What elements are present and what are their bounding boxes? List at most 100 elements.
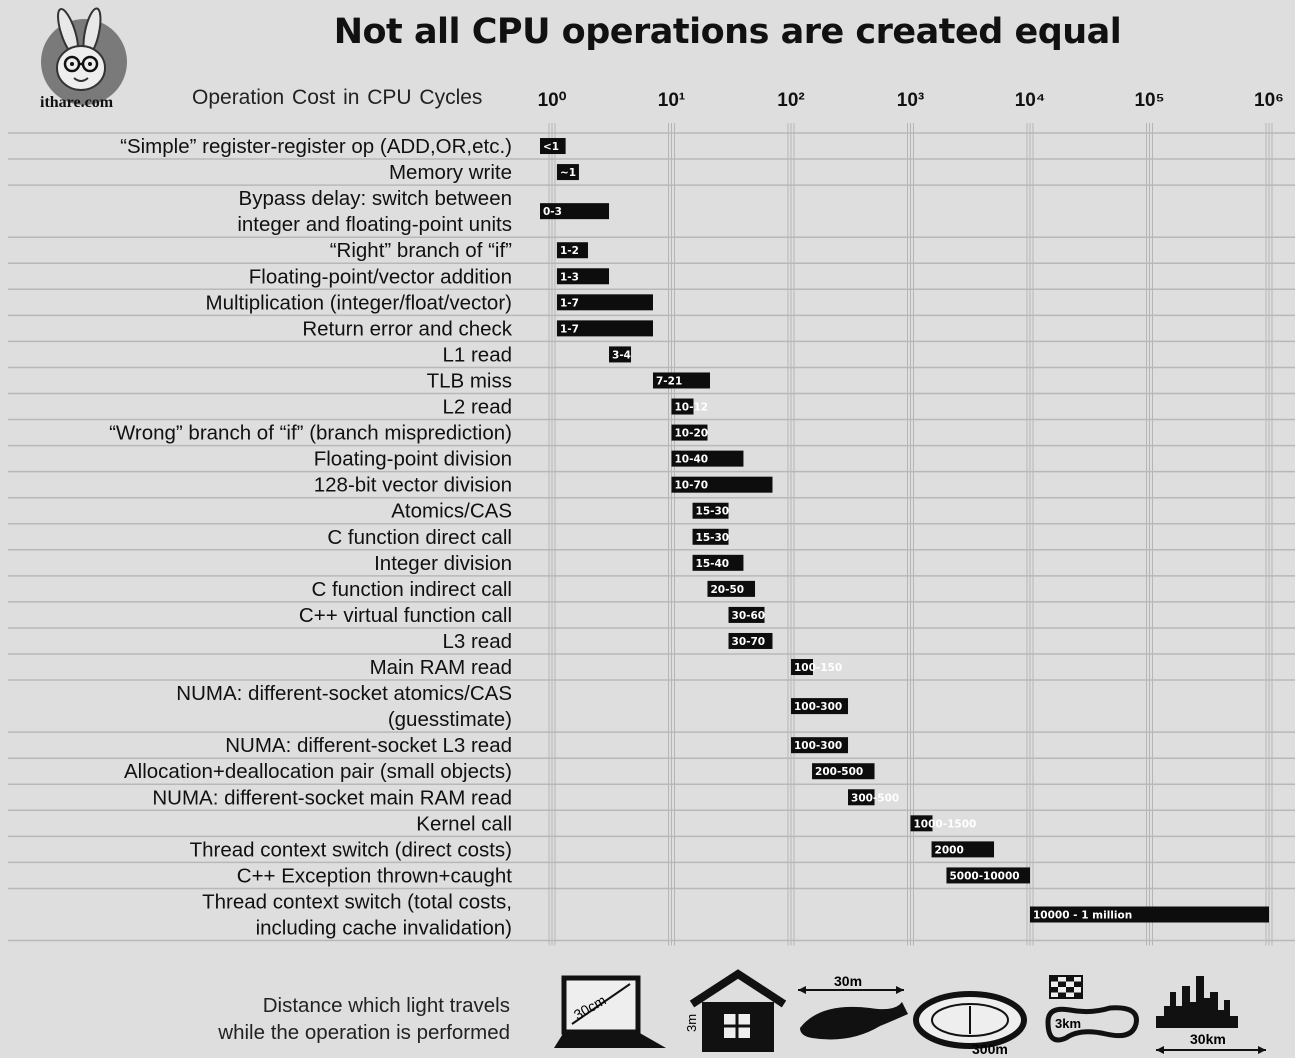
bar: [556, 320, 653, 337]
bar: [791, 659, 813, 676]
bar-value-label: 30-70: [732, 636, 766, 648]
bar: [556, 268, 610, 285]
bar-value-label: 15-30: [696, 506, 730, 518]
race-track-icon: 3km: [1045, 975, 1139, 1043]
bar-value-label: 30-60: [732, 610, 766, 622]
bar: [556, 294, 653, 311]
bar-value-label: 1000-1500: [914, 818, 977, 830]
bar-value-label: 5000-10000: [949, 870, 1019, 882]
distance-3km: 3km: [1055, 1016, 1081, 1031]
whale-icon: 30m: [798, 973, 908, 1040]
bar: [692, 528, 729, 545]
bar: [707, 580, 756, 597]
bar: [946, 867, 1030, 884]
bar-value-label: 3-4: [612, 349, 631, 361]
x-tick-label: 10⁰: [538, 90, 567, 111]
bar-value-label: 0-3: [543, 206, 562, 218]
bar-value-label: 1-3: [560, 271, 579, 283]
bar: [910, 815, 933, 832]
bar-value-label: 1-7: [560, 323, 579, 335]
row-label: Integer division: [374, 552, 512, 575]
x-axis-ticks: 10⁰ 10¹ 10² 10³ 10⁴ 10⁵ 10⁶: [538, 90, 1284, 111]
row-label: Memory write: [389, 161, 512, 184]
stadium-icon: 300m: [913, 991, 1027, 1057]
bar-value-label: 15-40: [696, 558, 730, 570]
bar-value-label: 7-21: [656, 375, 682, 387]
x-tick-label: 10²: [777, 90, 804, 111]
bar: [556, 242, 588, 259]
bar-value-label: 10-20: [675, 428, 709, 440]
chart-title: Not all CPU operations are created equal: [333, 12, 1122, 52]
bar: [609, 346, 632, 363]
row-label: TLB miss: [427, 369, 512, 392]
rabbit-logo-icon: [41, 7, 127, 105]
laptop-icon: 30cm: [554, 975, 666, 1048]
row-label: “Simple” register-register op (ADD,OR,et…: [120, 135, 512, 158]
bar: [671, 476, 773, 493]
row-label: Floating-point/vector addition: [249, 265, 512, 288]
column-header: Operation Cost in CPU Cycles: [192, 86, 483, 109]
bar: [540, 203, 610, 220]
bar: [791, 698, 849, 715]
bar: [692, 554, 744, 571]
row-label: Thread context switch (direct costs): [190, 838, 512, 861]
bar-value-label: 10000 - 1 million: [1033, 910, 1132, 922]
bar-value-label: 10-12: [675, 402, 709, 414]
bar: [728, 606, 765, 623]
row-label: Bypass delay: switch between: [239, 187, 512, 210]
bar: [652, 372, 711, 389]
row-label: integer and floating-point units: [237, 213, 512, 236]
bar: [728, 632, 773, 649]
bar-value-label: 200-500: [815, 766, 863, 778]
row-label: C function indirect call: [311, 578, 512, 601]
distance-300m: 300m: [972, 1041, 1008, 1057]
bar-value-label: 100-300: [794, 740, 842, 752]
x-tick-label: 10⁵: [1134, 90, 1164, 111]
x-tick-label: 10⁴: [1015, 90, 1046, 111]
bar: [848, 789, 875, 806]
row-label: Thread context switch (total costs,: [202, 890, 512, 913]
bar-value-label: 10-70: [675, 480, 709, 492]
x-tick-label: 10⁶: [1254, 90, 1284, 111]
distance-icons: 30cm 3m 30m 300m 3km 30km: [554, 969, 1266, 1057]
bar: [540, 138, 566, 155]
row-label: Floating-point division: [314, 448, 512, 471]
row-label: Main RAM read: [370, 656, 512, 679]
bar-value-label: 2000: [935, 844, 964, 856]
row-label: 128-bit vector division: [314, 474, 512, 497]
bar: [791, 737, 849, 754]
row-label: L1 read: [442, 343, 512, 366]
row-label: “Right” branch of “if”: [330, 239, 512, 262]
bar-value-label: 100-300: [794, 701, 842, 713]
bar-value-label: 15-30: [696, 532, 730, 544]
row-label: L2 read: [442, 396, 512, 419]
row-label: Multiplication (integer/float/vector): [206, 291, 513, 314]
row-label: NUMA: different-socket L3 read: [225, 734, 512, 757]
grid: [548, 123, 1273, 946]
row-label: “Wrong” branch of “if” (branch mispredic…: [109, 422, 512, 445]
bar-value-label: 10-40: [675, 454, 709, 466]
bar: [931, 841, 995, 858]
bar-value-label: 100-150: [794, 662, 842, 674]
bar: [692, 502, 729, 519]
bar-value-label: <1: [543, 141, 559, 153]
city-skyline-icon: 30km: [1156, 976, 1266, 1054]
bar-value-label: 20-50: [710, 584, 744, 596]
bar: [556, 164, 579, 181]
footer-caption: Distance which light travels while the o…: [150, 992, 510, 1046]
bars: <1 ~1 0-3 1-2 1-3 1-7 1-7 3-4 7-21 10-12 10-20 10-4…: [540, 138, 1269, 923]
bar: [671, 450, 744, 467]
row-label: C++ virtual function call: [299, 604, 512, 627]
bar-value-label: 1-7: [560, 297, 579, 309]
row-label: Return error and check: [302, 317, 512, 340]
bar: [1030, 906, 1269, 923]
row-label: (guesstimate): [388, 708, 512, 731]
cpu-cost-chart: 10⁰ 10¹ 10² 10³ 10⁴ 10⁵ 10⁶ “Simple” register-…: [8, 90, 1295, 946]
bar-value-label: 1-2: [560, 245, 579, 257]
footer-caption-line1: Distance which light travels: [262, 994, 510, 1017]
row-label: Kernel call: [416, 812, 512, 835]
row-label: L3 read: [442, 630, 512, 653]
distance-30km: 30km: [1190, 1031, 1226, 1047]
row-label: Allocation+deallocation pair (small obje…: [124, 760, 512, 783]
row-label: NUMA: different-socket main RAM read: [152, 786, 512, 809]
